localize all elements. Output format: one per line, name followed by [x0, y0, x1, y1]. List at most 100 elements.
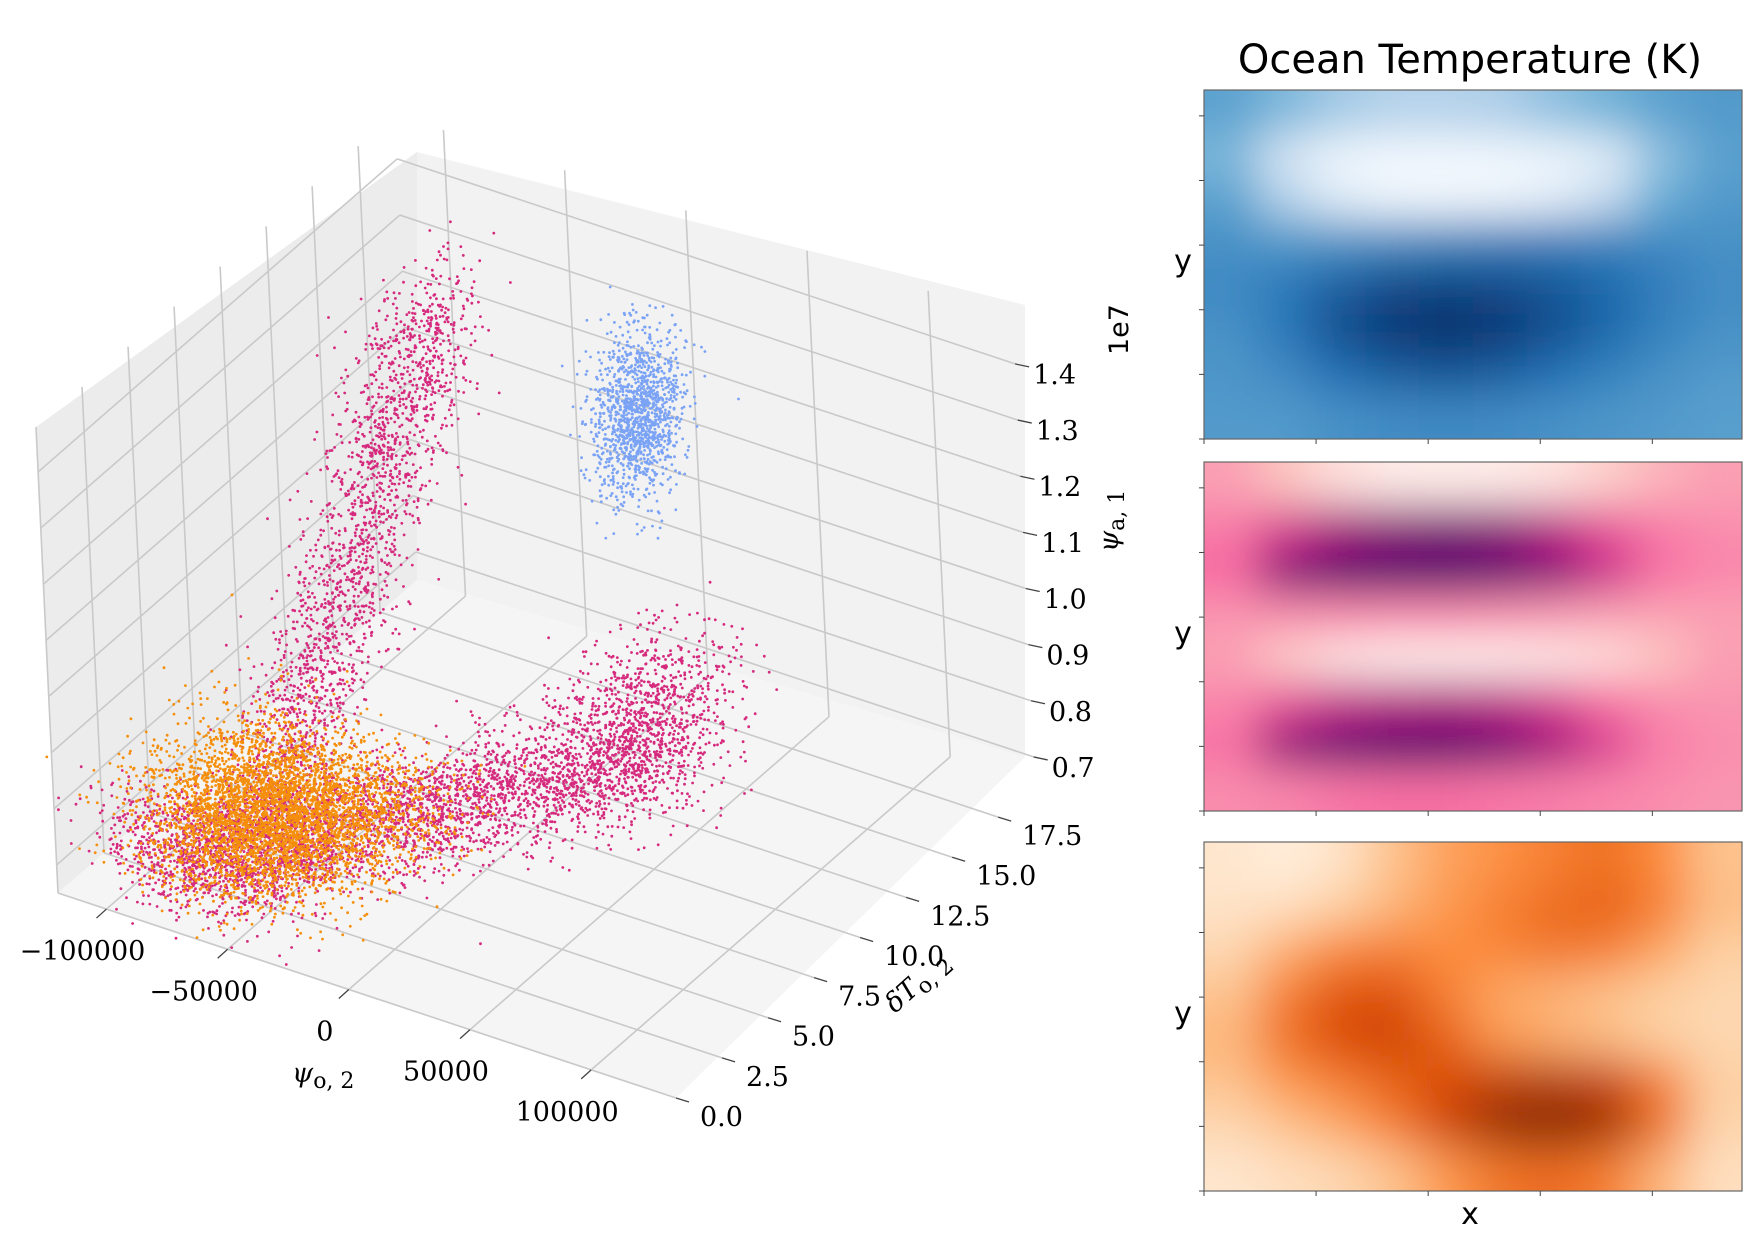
- scatter-point: [626, 809, 629, 812]
- scatter-point: [382, 608, 385, 611]
- scatter-point: [555, 809, 559, 812]
- scatter-point: [633, 817, 637, 820]
- scatter-point: [408, 373, 412, 377]
- scatter-point: [459, 809, 462, 813]
- scatter-point: [557, 748, 561, 751]
- scatter-point: [495, 753, 499, 757]
- scatter-point: [327, 624, 330, 628]
- scatter-point: [362, 548, 365, 552]
- scatter-point: [422, 345, 425, 349]
- scatter-point: [396, 416, 400, 420]
- scatter-point: [498, 776, 502, 780]
- scatter-point: [442, 786, 446, 790]
- scatter-point: [369, 446, 373, 449]
- scatter-point: [401, 749, 405, 753]
- scatter-point: [447, 338, 451, 342]
- scatter-point: [365, 538, 368, 542]
- scatter-point: [359, 498, 363, 502]
- scatter-point: [303, 648, 307, 652]
- scatter-point: [360, 537, 363, 541]
- scatter-point: [349, 541, 353, 545]
- scatter-point: [390, 452, 394, 456]
- scatter-point: [632, 740, 636, 743]
- scatter-point: [383, 579, 387, 583]
- scatter-point: [494, 755, 498, 759]
- grid-line-y-left: [173, 306, 197, 773]
- scatter-point: [653, 769, 656, 773]
- scatter-point: [275, 897, 278, 901]
- scatter-point: [309, 634, 313, 638]
- scatter-point: [340, 376, 343, 380]
- scatter-point: [421, 850, 425, 854]
- scatter-point: [321, 711, 324, 715]
- scatter-point: [506, 749, 510, 753]
- scatter-point: [461, 752, 465, 755]
- scatter-point: [503, 799, 507, 803]
- scatter-point: [343, 572, 347, 576]
- scatter-point: [693, 765, 696, 769]
- scatter-point: [430, 374, 433, 378]
- scatter-point: [469, 343, 473, 347]
- grid-line-z-left: [40, 214, 401, 529]
- scatter-point: [364, 558, 368, 561]
- scatter-point: [380, 437, 384, 441]
- scatter-point: [385, 410, 388, 414]
- scatter-point: [405, 461, 408, 465]
- scatter-point: [456, 465, 460, 469]
- scatter-point: [330, 449, 334, 452]
- scatter-point: [384, 649, 388, 653]
- scatter-point: [457, 777, 461, 781]
- scatter-point: [398, 443, 402, 446]
- scatter-point: [615, 726, 618, 730]
- scatter-point: [292, 710, 296, 714]
- scatter-point: [447, 408, 451, 412]
- scatter-point: [370, 593, 374, 597]
- scatter-point: [588, 760, 592, 764]
- scatter-point: [313, 740, 317, 743]
- scatter-point: [336, 661, 339, 665]
- scatter-point: [325, 503, 329, 507]
- scatter-point: [438, 776, 441, 779]
- scatter-point: [677, 776, 680, 780]
- scatter-point: [362, 680, 366, 684]
- scatter-point: [546, 803, 549, 807]
- scatter-point: [428, 838, 432, 841]
- scatter-point: [273, 713, 276, 717]
- scatter-point: [560, 799, 564, 802]
- grid-line-y-left: [265, 226, 289, 693]
- scatter-point: [698, 764, 701, 768]
- scatter-point: [299, 676, 303, 680]
- scatter-point: [583, 810, 587, 814]
- scatter-point: [439, 342, 442, 346]
- scatter-point: [388, 375, 392, 379]
- scatter-point: [475, 387, 479, 390]
- scatter-point: [584, 806, 588, 810]
- scatter-point: [428, 479, 432, 483]
- scatter-point: [378, 416, 381, 420]
- scatter-point: [357, 594, 360, 598]
- scatter-point: [472, 769, 476, 773]
- scatter-point: [326, 646, 330, 650]
- scatter-point: [297, 886, 301, 890]
- scatter-point: [360, 531, 364, 535]
- scatter-point: [402, 328, 406, 332]
- scatter-point: [250, 702, 254, 705]
- scatter-point: [454, 801, 457, 805]
- scatter-point: [307, 646, 311, 650]
- scatter-point: [260, 662, 264, 666]
- scatter-point: [383, 298, 386, 301]
- scatter-point: [450, 413, 453, 417]
- scatter-point: [386, 446, 390, 449]
- scatter-point: [445, 451, 448, 455]
- scatter-point: [423, 776, 427, 780]
- scatter-point: [689, 723, 693, 726]
- scatter-point: [499, 763, 503, 766]
- scatter-point: [505, 711, 508, 715]
- scatter-point: [380, 382, 384, 386]
- scatter-point: [463, 789, 467, 792]
- scatter-point: [553, 771, 556, 775]
- scatter-point: [425, 896, 429, 900]
- scatter-point: [266, 737, 269, 741]
- scatter-point: [513, 755, 517, 759]
- scatter-point: [439, 823, 443, 827]
